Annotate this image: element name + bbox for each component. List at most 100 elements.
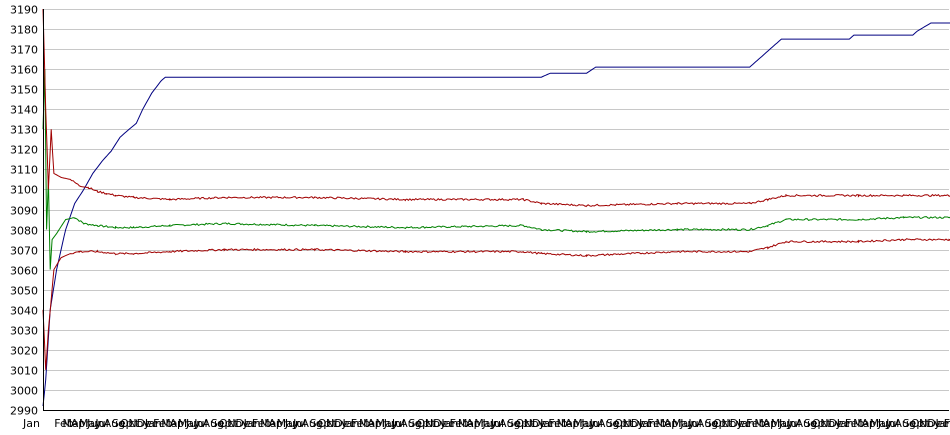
y-tick-label: 3130 xyxy=(10,124,38,137)
x-tick-label: Nov xyxy=(721,417,743,430)
x-tick-label: Jul xyxy=(193,417,207,430)
x-tick-label: May xyxy=(573,417,596,430)
x-tick-label: May xyxy=(375,417,398,430)
x-tick-label: Nov xyxy=(919,417,941,430)
x-tick-label: Nov xyxy=(524,417,546,430)
x-tick-label: Jul xyxy=(292,417,306,430)
x-tick-label: Sep xyxy=(211,417,232,430)
series-line-4 xyxy=(42,238,950,370)
x-tick-label: Jan xyxy=(243,417,261,430)
y-tick-label: 3050 xyxy=(10,285,38,298)
x-tick-label: May xyxy=(672,417,695,430)
x-tick-label: Dec xyxy=(927,417,948,430)
x-tick-label: Aug xyxy=(202,417,223,430)
x-tick-label: Aug xyxy=(301,417,322,430)
x-tick-label: Jul xyxy=(94,417,108,430)
series-line-2 xyxy=(42,69,950,270)
x-tick-label: Aug xyxy=(796,417,817,430)
x-tick-label: Jul xyxy=(589,417,603,430)
x-tick-label: Aug xyxy=(697,417,718,430)
x-tick-label: Feb xyxy=(944,417,950,430)
x-tick-label: Jan xyxy=(935,417,950,430)
x-tick-label: Dec xyxy=(433,417,454,430)
x-tick-label: Sep xyxy=(310,417,331,430)
x-tick-label: Dec xyxy=(137,417,158,430)
x-tick-label: Mar xyxy=(458,417,479,430)
x-tick-label: Aug xyxy=(894,417,915,430)
x-tick-label: Oct xyxy=(614,417,634,430)
x-tick-label: Feb xyxy=(647,417,666,430)
y-tick-label: 3030 xyxy=(10,325,38,338)
y-tick-label: 3040 xyxy=(10,305,38,318)
x-tick-label: Mar xyxy=(260,417,281,430)
x-tick-label: Feb xyxy=(153,417,172,430)
y-tick-label: 3070 xyxy=(10,245,38,258)
x-tick-label: Oct xyxy=(515,417,535,430)
x-tick-label: Sep xyxy=(112,417,133,430)
y-tick-label: 3190 xyxy=(10,4,38,17)
x-tick-label: Dec xyxy=(631,417,652,430)
x-tick-label: Jan xyxy=(737,417,755,430)
x-tick-label: Oct xyxy=(219,417,239,430)
x-tick-label: Oct xyxy=(911,417,931,430)
x-tick-label: Jan xyxy=(22,417,40,430)
x-tick-label: Apr xyxy=(565,417,585,430)
y-tick-label: 3160 xyxy=(10,64,38,77)
x-tick-label: Feb xyxy=(252,417,271,430)
x-tick-label: Feb xyxy=(746,417,765,430)
x-tick-label: May xyxy=(178,417,201,430)
x-tick-label: Apr xyxy=(763,417,783,430)
x-tick-label: Jun xyxy=(679,417,697,430)
x-tick-label: Oct xyxy=(812,417,832,430)
x-tick-label: Oct xyxy=(713,417,733,430)
series-lines xyxy=(42,8,950,407)
x-tick-label: Sep xyxy=(903,417,924,430)
y-tick-label: 2990 xyxy=(10,405,38,418)
x-tick-label: Mar xyxy=(62,417,83,430)
x-tick-label: Mar xyxy=(754,417,775,430)
grid-lines xyxy=(43,9,949,411)
x-tick-label: Jun xyxy=(86,417,104,430)
x-tick-label: Jan xyxy=(342,417,360,430)
x-tick-label: Apr xyxy=(268,417,288,430)
x-tick-label: Jun xyxy=(580,417,598,430)
x-tick-label: Dec xyxy=(828,417,849,430)
x-tick-label: Sep xyxy=(606,417,627,430)
x-tick-label: Aug xyxy=(598,417,619,430)
x-tick-label: Apr xyxy=(466,417,486,430)
y-tick-label: 3110 xyxy=(10,164,38,177)
x-tick-label: Feb xyxy=(450,417,469,430)
y-tick-label: 3060 xyxy=(10,265,38,278)
x-tick-label: Jan xyxy=(144,417,162,430)
x-tick-label: Sep xyxy=(804,417,825,430)
y-tick-label: 3010 xyxy=(10,365,38,378)
x-tick-label: Oct xyxy=(318,417,338,430)
x-tick-label: Jan xyxy=(638,417,656,430)
y-axis-tick-labels: 2990 3000 3010 3020 3030 3040 3050 3060 3070 3080… xyxy=(10,4,38,418)
x-tick-label: Feb xyxy=(845,417,864,430)
x-tick-label: Dec xyxy=(532,417,553,430)
x-tick-label: Apr xyxy=(170,417,190,430)
x-tick-label: Jan xyxy=(836,417,854,430)
x-tick-label: Apr xyxy=(861,417,881,430)
x-tick-label: Mar xyxy=(853,417,874,430)
x-tick-label: Nov xyxy=(425,417,447,430)
x-tick-label: Apr xyxy=(71,417,91,430)
x-tick-label: May xyxy=(277,417,300,430)
y-tick-label: 3120 xyxy=(10,144,38,157)
x-tick-label: Jul xyxy=(786,417,800,430)
x-tick-label: Jan xyxy=(440,417,458,430)
x-tick-label: Nov xyxy=(326,417,348,430)
y-tick-label: 3100 xyxy=(10,184,38,197)
x-tick-label: Sep xyxy=(408,417,429,430)
x-tick-label: Mar xyxy=(359,417,380,430)
x-tick-label: Feb xyxy=(351,417,370,430)
x-tick-label: Jun xyxy=(482,417,500,430)
x-tick-label: Jul xyxy=(490,417,504,430)
x-tick-label: Jun xyxy=(877,417,895,430)
x-tick-label: May xyxy=(870,417,893,430)
y-tick-label: 3170 xyxy=(10,44,38,57)
x-tick-label: Jul xyxy=(687,417,701,430)
x-tick-label: May xyxy=(79,417,102,430)
